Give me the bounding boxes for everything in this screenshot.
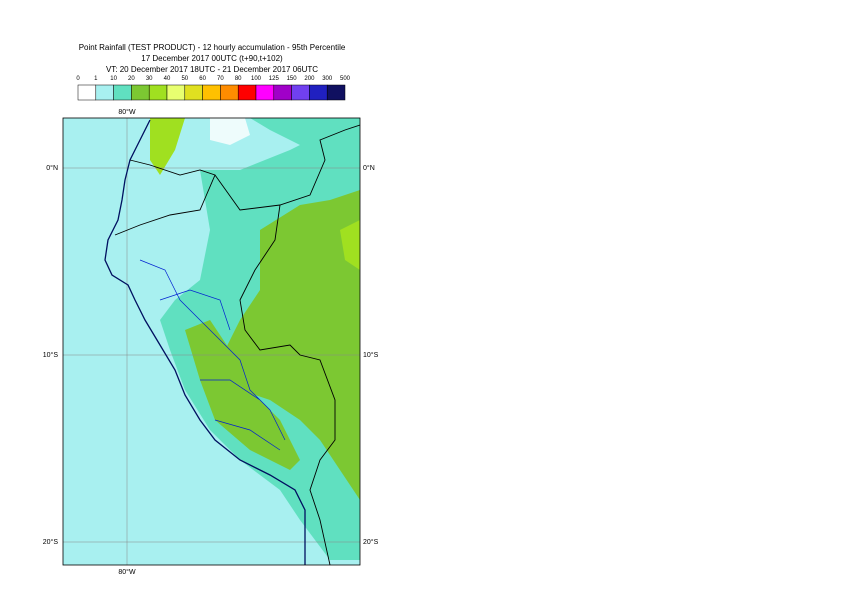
colorbar-label: 300 [322, 76, 333, 82]
colorbar-label: 200 [304, 76, 315, 82]
colorbar-box [166, 84, 186, 101]
colorbar-box [326, 84, 346, 101]
colorbar-label: 70 [217, 76, 224, 82]
lon-label: 80°W [118, 108, 136, 116]
dry-area [210, 118, 250, 145]
colorbar-label: 50 [181, 76, 188, 82]
border [114, 124, 360, 565]
title-line: VT: 20 December 2017 18UTC - 21 December… [106, 65, 318, 74]
colorbar-label: 0 [76, 76, 80, 82]
region-border [139, 259, 286, 451]
lat-label: 10°S [363, 351, 379, 359]
colorbar-label: 30 [146, 76, 153, 82]
rain-area [340, 220, 360, 270]
colorbar-box [255, 84, 275, 101]
rain-area [185, 320, 300, 470]
colorbar-box [148, 84, 168, 101]
colorbar-label: 20 [128, 76, 135, 82]
lat-label: 10°S [43, 351, 59, 359]
colorbar-box [291, 84, 310, 101]
colorbar-box [113, 84, 132, 101]
colorbar-box [202, 84, 221, 101]
colorbar-label: 150 [287, 76, 298, 82]
title-line: 17 December 2017 00UTC (t+90,t+102) [141, 54, 283, 63]
colorbar-box [77, 84, 97, 101]
coastline [104, 119, 306, 565]
lat-label: 20°S [363, 538, 379, 546]
colorbar-label: 40 [164, 76, 171, 82]
colorbar-label: 60 [199, 76, 206, 82]
title-line: Point Rainfall (TEST PRODUCT) - 12 hourl… [79, 43, 346, 52]
lat-label: 0°N [46, 164, 58, 172]
colorbar-box [309, 84, 328, 101]
lat-label: 20°S [43, 538, 59, 546]
colorbar-label: 100 [251, 76, 262, 82]
colorbar-label: 80 [235, 76, 242, 82]
colorbar-label: 500 [340, 76, 351, 82]
colorbar-box [184, 84, 203, 101]
colorbar-box [237, 84, 257, 101]
colorbar-box [131, 84, 150, 101]
rain-area [150, 118, 185, 175]
colorbar: 0 1 10 20 30 40 50 60 70 80 100 125 150 200 300 500 [76, 76, 351, 101]
colorbar-box [273, 84, 292, 101]
map-frame [62, 117, 361, 566]
colorbar-box [95, 84, 114, 101]
map [63, 118, 360, 565]
colorbar-label: 1 [94, 76, 98, 82]
colorbar-box [220, 84, 239, 101]
colorbar-label: 10 [110, 76, 117, 82]
lon-label: 80°W [118, 568, 136, 576]
colorbar-label: 125 [269, 76, 280, 82]
lat-label: 0°N [363, 164, 375, 172]
